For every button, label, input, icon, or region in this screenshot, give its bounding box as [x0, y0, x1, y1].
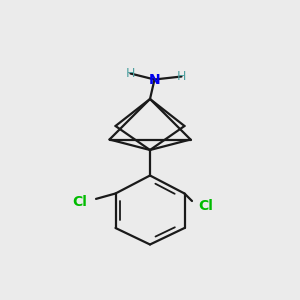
Text: Cl: Cl — [198, 199, 213, 212]
Text: H: H — [126, 67, 135, 80]
Text: Cl: Cl — [72, 196, 87, 209]
Text: H: H — [177, 70, 186, 83]
Text: N: N — [149, 73, 160, 86]
